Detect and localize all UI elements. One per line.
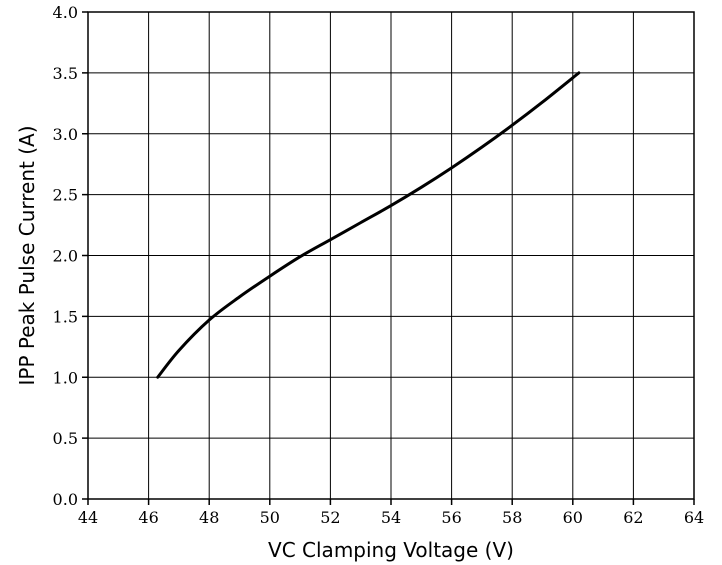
x-tick-label: 62 bbox=[623, 508, 643, 527]
x-tick-label: 54 bbox=[381, 508, 401, 527]
x-tick-label: 60 bbox=[563, 508, 583, 527]
y-tick-label: 0.5 bbox=[53, 429, 78, 448]
x-tick-label: 52 bbox=[320, 508, 340, 527]
y-tick-label: 2.5 bbox=[53, 186, 78, 205]
series-line bbox=[156, 71, 581, 379]
plot-frame bbox=[87, 11, 695, 500]
y-tick-label: 3.5 bbox=[53, 64, 78, 83]
x-tick-label: 48 bbox=[199, 508, 219, 527]
x-tick-label: 46 bbox=[138, 508, 158, 527]
y-tick-label: 2.0 bbox=[53, 247, 78, 266]
y-axis-title: IPP Peak Pulse Current (A) bbox=[15, 125, 39, 385]
x-tick-label: 58 bbox=[502, 508, 522, 527]
y-tick-label: 3.0 bbox=[53, 125, 78, 144]
y-tick-label: 4.0 bbox=[53, 3, 78, 22]
x-tick-label: 44 bbox=[78, 508, 98, 527]
x-tick-label: 50 bbox=[260, 508, 280, 527]
x-tick-label: 64 bbox=[684, 508, 704, 527]
y-tick-label: 1.5 bbox=[53, 307, 78, 326]
y-tick-label: 1.0 bbox=[53, 368, 78, 387]
x-axis-title: VC Clamping Voltage (V) bbox=[268, 538, 514, 562]
y-tick-label: 0.0 bbox=[53, 490, 78, 509]
tick-labels: 44 46 48 50 52 54 56 58 60 62 64 0.0 0.5 1.0 1.5 2.0 2.5… bbox=[53, 3, 705, 527]
x-tick-label: 56 bbox=[441, 508, 461, 527]
